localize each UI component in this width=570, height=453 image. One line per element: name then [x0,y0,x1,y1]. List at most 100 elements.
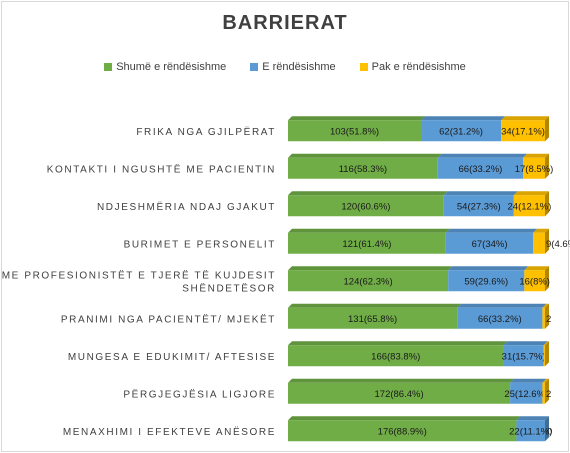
bar-side-2-2 [545,191,549,217]
bar-top-6-0 [288,341,508,346]
bar-top-8-1 [516,416,549,421]
data-label-2-series-0: 120(60.6%) [341,201,390,212]
bar-front-4-1 [448,270,525,292]
data-label-0-series-0: 103(51.8%) [330,126,379,137]
category-label-6: MUNGESA E EDUKIMIT/ AFTESISE [68,352,276,363]
bar-top-4-0 [288,266,453,271]
bar-top-7-2 [542,378,549,383]
bar-top-6-2 [543,341,549,346]
legend-swatch-series-1 [250,63,259,71]
bar-top-3-1 [445,228,538,233]
bar-front-1-1 [437,157,524,179]
category-label-3: BURIMET E PERSONELIT [124,239,276,250]
data-label-2-series-2: 24(12.1%) [508,201,552,212]
bar-front-2-0 [288,195,444,217]
bar-3-series-1 [445,228,538,254]
bar-front-2-2 [513,195,545,217]
bar-top-5-1 [457,303,547,308]
data-label-3-series-2: 9(4.6%) [546,239,570,250]
legend-label-series-2: Pak e rëndësishme [371,61,466,73]
bar-8-series-1 [516,416,549,442]
bar-3-series-2 [533,228,549,254]
bar-front-4-2 [524,270,545,292]
bar-8-series-0 [288,416,521,442]
bar-top-2-2 [513,191,549,196]
legend-swatch-series-2 [359,63,368,71]
data-label-5-series-2: 2 [546,314,551,325]
data-label-2-series-1: 54(27.3%) [457,201,501,212]
legend: Shumë e rëndësishme E rëndësishme Pak e … [0,61,570,73]
data-label-5-series-0: 131(65.8%) [348,314,397,325]
data-label-7-series-0: 172(86.4%) [375,389,424,400]
bar-top-5-0 [288,303,462,308]
bar-top-1-0 [288,153,442,158]
bar-front-0-2 [501,120,545,142]
bar-front-6-2 [543,345,545,367]
category-label-0: FRIKA NGA GJILPËRAT [136,126,276,138]
bar-top-7-0 [288,378,515,383]
bar-1-series-1 [437,153,528,179]
bar-top-4-2 [524,266,549,271]
bar-side-1-2 [545,153,549,179]
bar-4-series-2 [524,266,549,292]
data-label-8-series-2: 0 [547,426,552,437]
bar-top-4-1 [448,266,529,271]
bar-top-0-2 [501,116,549,121]
data-label-6-series-0: 166(83.8%) [371,351,420,362]
bar-2-series-1 [443,191,518,217]
bar-7-series-1 [510,378,547,404]
bar-1-series-0 [288,153,442,179]
bar-front-3-0 [288,232,446,254]
data-label-8-series-1: 22(11.1%) [509,426,552,437]
bar-6-series-0 [288,341,508,367]
bar-5-series-1 [457,303,547,329]
legend-item-series-1: E rëndësishme [250,61,336,73]
bar-front-6-0 [288,345,504,367]
bar-0-series-2 [501,116,549,142]
bar-2-series-0 [288,191,448,217]
bar-1-series-2 [523,153,549,179]
data-label-0-series-1: 62(31.2%) [439,126,483,137]
data-label-3-series-0: 121(61.4%) [342,239,391,250]
bar-front-8-0 [288,420,517,442]
data-label-6-series-1: 31(15.7%) [502,351,546,362]
category-label-2: NDJESHMËRIA NDAJ GJAKUT [97,201,276,213]
category-label-4-line-1: SHËNDETËSOR [182,282,276,294]
bar-5-series-2 [542,303,549,329]
legend-swatch-series-0 [104,63,113,71]
bar-front-0-1 [421,120,502,142]
bar-front-4-0 [288,270,449,292]
bar-5-series-0 [288,303,462,329]
bar-side-0-2 [545,116,549,142]
bar-front-8-1 [516,420,545,442]
bar-0-series-1 [421,116,506,142]
bar-top-3-2 [533,228,549,233]
bar-front-5-0 [288,307,458,329]
chart-title: BARRIERAT [222,12,348,34]
category-label-4-line-0: KONFLIKTI ME PROFESIONISTËT E TJERË TË K… [0,269,276,281]
bar-front-6-1 [503,345,544,367]
category-label-7: PËRGJEGJËSIA LIGJORE [123,388,276,400]
bar-front-2-1 [443,195,514,217]
bar-3-series-0 [288,228,450,254]
bar-4-series-0 [288,266,453,292]
bar-top-1-1 [437,153,528,158]
legend-item-series-2: Pak e rëndësishme [359,61,466,73]
category-label-1: KONTAKTI I NGUSHTË ME PACIENTIN [47,163,276,175]
bar-4-series-1 [448,266,529,292]
bar-side-5-2 [545,303,549,329]
legend-label-series-1: E rëndësishme [262,61,336,73]
bar-7-series-2 [542,378,549,404]
bar-top-6-1 [503,341,548,346]
bar-front-0-0 [288,120,422,142]
data-label-7-series-2: 2 [546,389,551,400]
data-label-4-series-1: 59(29.6%) [464,276,508,287]
bar-top-2-0 [288,191,448,196]
data-label-3-series-1: 67(34%) [472,239,508,250]
bar-side-3-2 [545,228,549,254]
category-label-8: MENAXHIMI I EFEKTEVE ANËSORE [63,426,276,438]
bar-front-3-1 [445,232,534,254]
bar-6-series-1 [503,341,548,367]
